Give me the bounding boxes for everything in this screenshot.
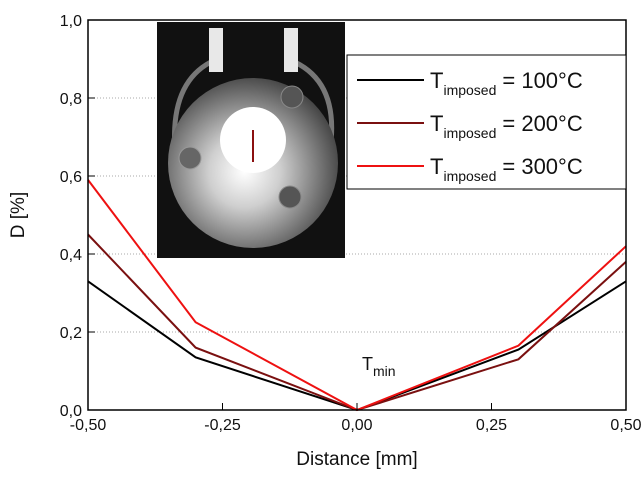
legend-name: T <box>430 68 443 93</box>
legend-text: = 300°C <box>502 154 582 179</box>
legend-label: Timposed = 100°C <box>430 68 583 98</box>
legend-label: Timposed = 200°C <box>430 111 583 141</box>
y-tick-label: 1,0 <box>60 13 82 30</box>
series-line <box>87 280 627 412</box>
legend-subscript: imposed <box>443 82 496 98</box>
x-tick-label: 0,50 <box>610 417 641 434</box>
y-tick-label: 0,2 <box>60 325 82 342</box>
y-axis-title: D [%] <box>8 192 29 238</box>
y-tick-label: 0,0 <box>60 403 82 420</box>
y-tick-label: 0,6 <box>60 169 82 186</box>
annotation: Tmin <box>362 354 396 379</box>
x-axis-title: Distance [mm] <box>296 449 417 470</box>
x-tick-label: -0,25 <box>204 417 241 434</box>
legend-text: = 200°C <box>502 111 582 136</box>
y-tick-label: 0,8 <box>60 91 82 108</box>
x-tick-label: 0,00 <box>341 417 372 434</box>
inset-image <box>157 22 345 258</box>
x-tick-label: 0,25 <box>476 417 507 434</box>
legend-subscript: imposed <box>443 125 496 141</box>
legend-name: T <box>430 154 443 179</box>
y-tick-label: 0,4 <box>60 247 82 264</box>
series-line <box>87 233 627 412</box>
legend-text: = 100°C <box>502 68 582 93</box>
legend-subscript: imposed <box>443 168 496 184</box>
legend-label: Timposed = 300°C <box>430 154 583 184</box>
x-tick-label: -0,50 <box>70 417 107 434</box>
legend-name: T <box>430 111 443 136</box>
